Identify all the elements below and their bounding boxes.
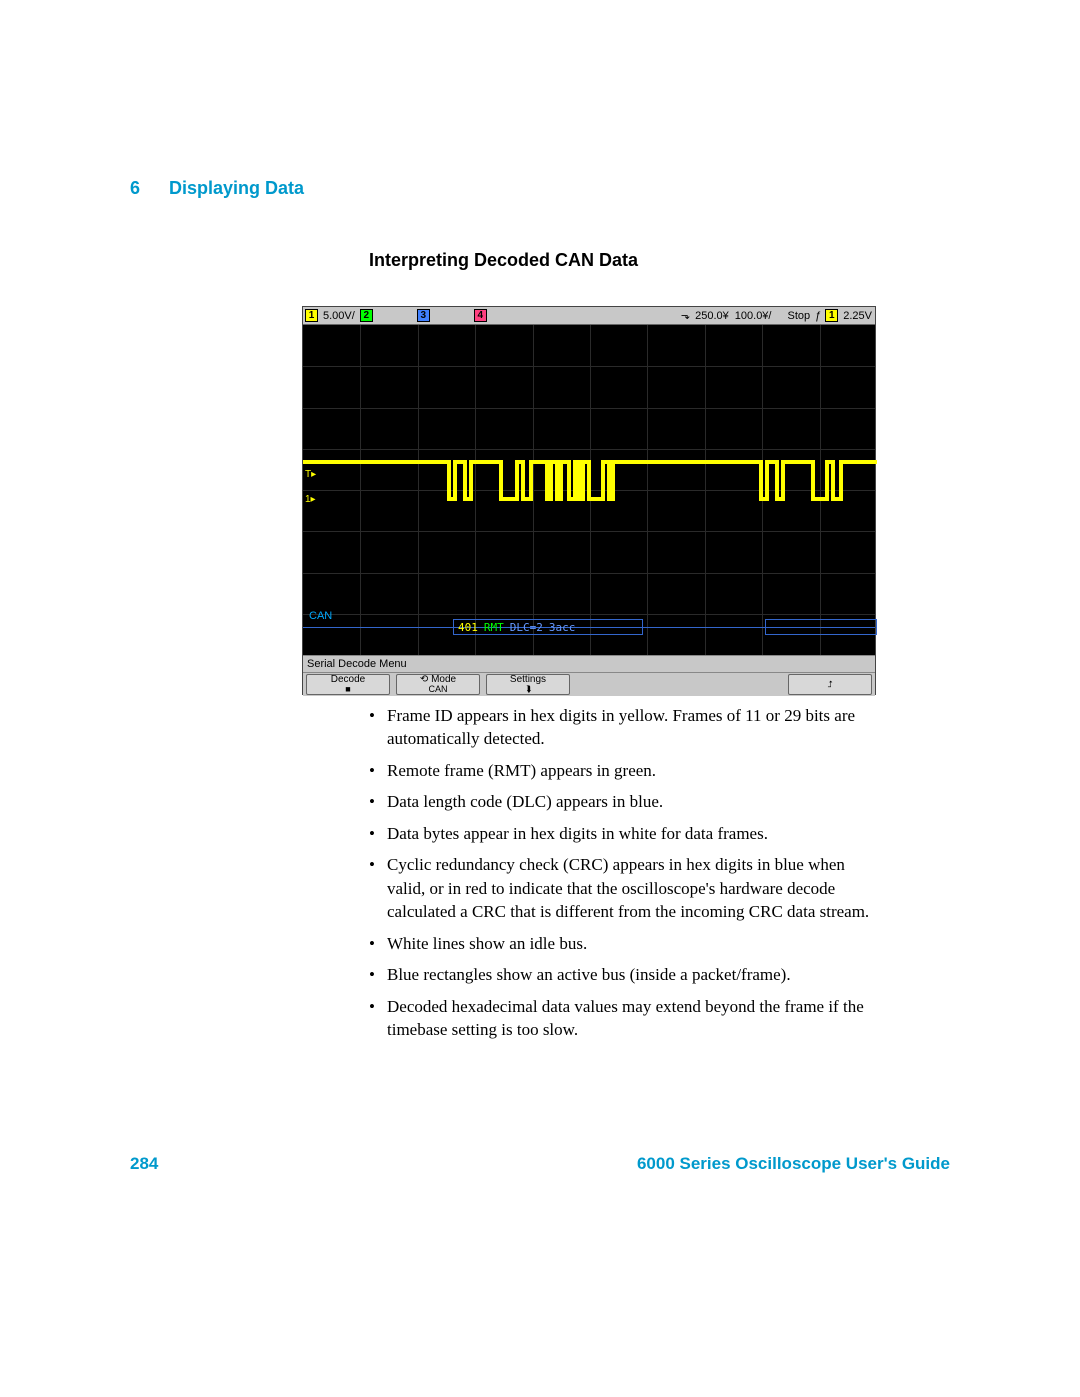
waveform-edge <box>587 460 591 501</box>
waveform-segment <box>783 460 813 464</box>
waveform-edge <box>447 460 451 501</box>
page-number: 284 <box>130 1154 158 1174</box>
section-title: Interpreting Decoded CAN Data <box>369 250 638 271</box>
waveform-edge <box>529 460 533 501</box>
softkey-return[interactable]: ⮥ <box>788 674 872 695</box>
grid-line <box>303 573 875 574</box>
trigger-position-icon: ⬎ <box>681 309 690 322</box>
waveform-edge <box>469 460 473 501</box>
run-state: Stop <box>787 310 810 322</box>
waveform-edge <box>781 460 785 501</box>
bullet-list: Frame ID appears in hex digits in yellow… <box>369 704 879 1049</box>
oscilloscope-screenshot: 1 5.00V/ 2 3 4 ⬎ 250.0¥ 100.0¥/ Stop ƒ 1… <box>302 306 876 695</box>
decode-frame-box: 401 RMT DLC=2 3acc <box>453 619 643 635</box>
grid-line <box>303 408 875 409</box>
waveform-edge <box>567 460 571 501</box>
waveform-segment <box>471 460 501 464</box>
waveform-edge <box>611 460 615 501</box>
waveform-segment <box>613 460 761 464</box>
trigger-marker: T▸ <box>305 469 316 480</box>
decode-field: DLC=2 <box>510 621 543 634</box>
ch1-vdiv: 5.00V/ <box>323 310 355 322</box>
bullet-item: Remote frame (RMT) appears in green. <box>369 759 879 782</box>
waveform-edge <box>515 460 519 501</box>
decode-field: 3acc <box>549 621 576 634</box>
chapter-number: 6 <box>130 178 140 198</box>
waveform-edge <box>521 460 525 501</box>
softkey-decode[interactable]: Decode■ <box>306 674 390 695</box>
waveform-edge <box>559 460 563 501</box>
bullet-item: Data bytes appear in hex digits in white… <box>369 822 879 845</box>
waveform-edge <box>839 460 843 501</box>
menu-title-bar: Serial Decode Menu <box>303 655 875 672</box>
bullet-item: White lines show an idle bus. <box>369 932 879 955</box>
grid-line <box>303 614 875 615</box>
waveform-edge <box>825 460 829 501</box>
decode-frame-box <box>765 619 877 635</box>
timebase: 250.0¥ <box>695 310 729 322</box>
softkey-settings[interactable]: Settings⮯ <box>486 674 570 695</box>
bullet-item: Frame ID appears in hex digits in yellow… <box>369 704 879 751</box>
page-footer: 284 6000 Series Oscilloscope User's Guid… <box>130 1154 950 1174</box>
waveform-edge <box>453 460 457 501</box>
scope-status-bar: 1 5.00V/ 2 3 4 ⬎ 250.0¥ 100.0¥/ Stop ƒ 1… <box>303 307 875 325</box>
delay: 100.0¥/ <box>735 310 772 322</box>
bullet-item: Cyclic redundancy check (CRC) appears in… <box>369 853 879 923</box>
waveform-display: T▸ 1▸ CAN 401 RMT DLC=2 3acc <box>303 325 875 655</box>
softkey-row: Decode■ ⟲ ModeCAN Settings⮯ ⮥ <box>303 672 875 696</box>
softkey-mode[interactable]: ⟲ ModeCAN <box>396 674 480 695</box>
menu-title: Serial Decode Menu <box>307 658 407 670</box>
channel-2-badge: 2 <box>360 309 373 322</box>
guide-title: 6000 Series Oscilloscope User's Guide <box>637 1154 950 1174</box>
trigger-source-badge: 1 <box>825 309 838 322</box>
channel-1-badge: 1 <box>305 309 318 322</box>
waveform-edge <box>765 460 769 501</box>
channel-3-badge: 3 <box>417 309 430 322</box>
chapter-title: Displaying Data <box>169 178 304 198</box>
waveform-edge <box>601 460 605 501</box>
waveform-edge <box>499 460 503 501</box>
waveform-segment <box>303 460 449 464</box>
waveform-segment <box>841 460 877 464</box>
softkey-value: CAN <box>428 685 447 694</box>
grid-line <box>303 449 875 450</box>
bullet-item: Data length code (DLC) appears in blue. <box>369 790 879 813</box>
waveform-edge <box>759 460 763 501</box>
waveform-edge <box>831 460 835 501</box>
decode-field: 401 <box>458 621 478 634</box>
return-icon: ⮥ <box>827 680 832 689</box>
waveform-edge <box>775 460 779 501</box>
waveform-edge <box>811 460 815 501</box>
grid-line <box>303 531 875 532</box>
waveform-edge <box>549 460 553 501</box>
bullet-item: Blue rectangles show an active bus (insi… <box>369 963 879 986</box>
decode-field: RMT <box>484 621 504 634</box>
decode-protocol-label: CAN <box>309 610 332 622</box>
softkey-value: ⮯ <box>525 685 530 694</box>
waveform-edge <box>463 460 467 501</box>
channel-4-badge: 4 <box>474 309 487 322</box>
bullet-item: Decoded hexadecimal data values may exte… <box>369 995 879 1042</box>
waveform-edge <box>581 460 585 501</box>
page-header: 6 Displaying Data <box>130 178 304 199</box>
softkey-value: ■ <box>345 685 350 694</box>
trigger-edge-icon: ƒ <box>815 310 821 322</box>
ground-marker: 1▸ <box>305 494 316 505</box>
trigger-level: 2.25V <box>843 310 872 322</box>
grid-line <box>303 366 875 367</box>
